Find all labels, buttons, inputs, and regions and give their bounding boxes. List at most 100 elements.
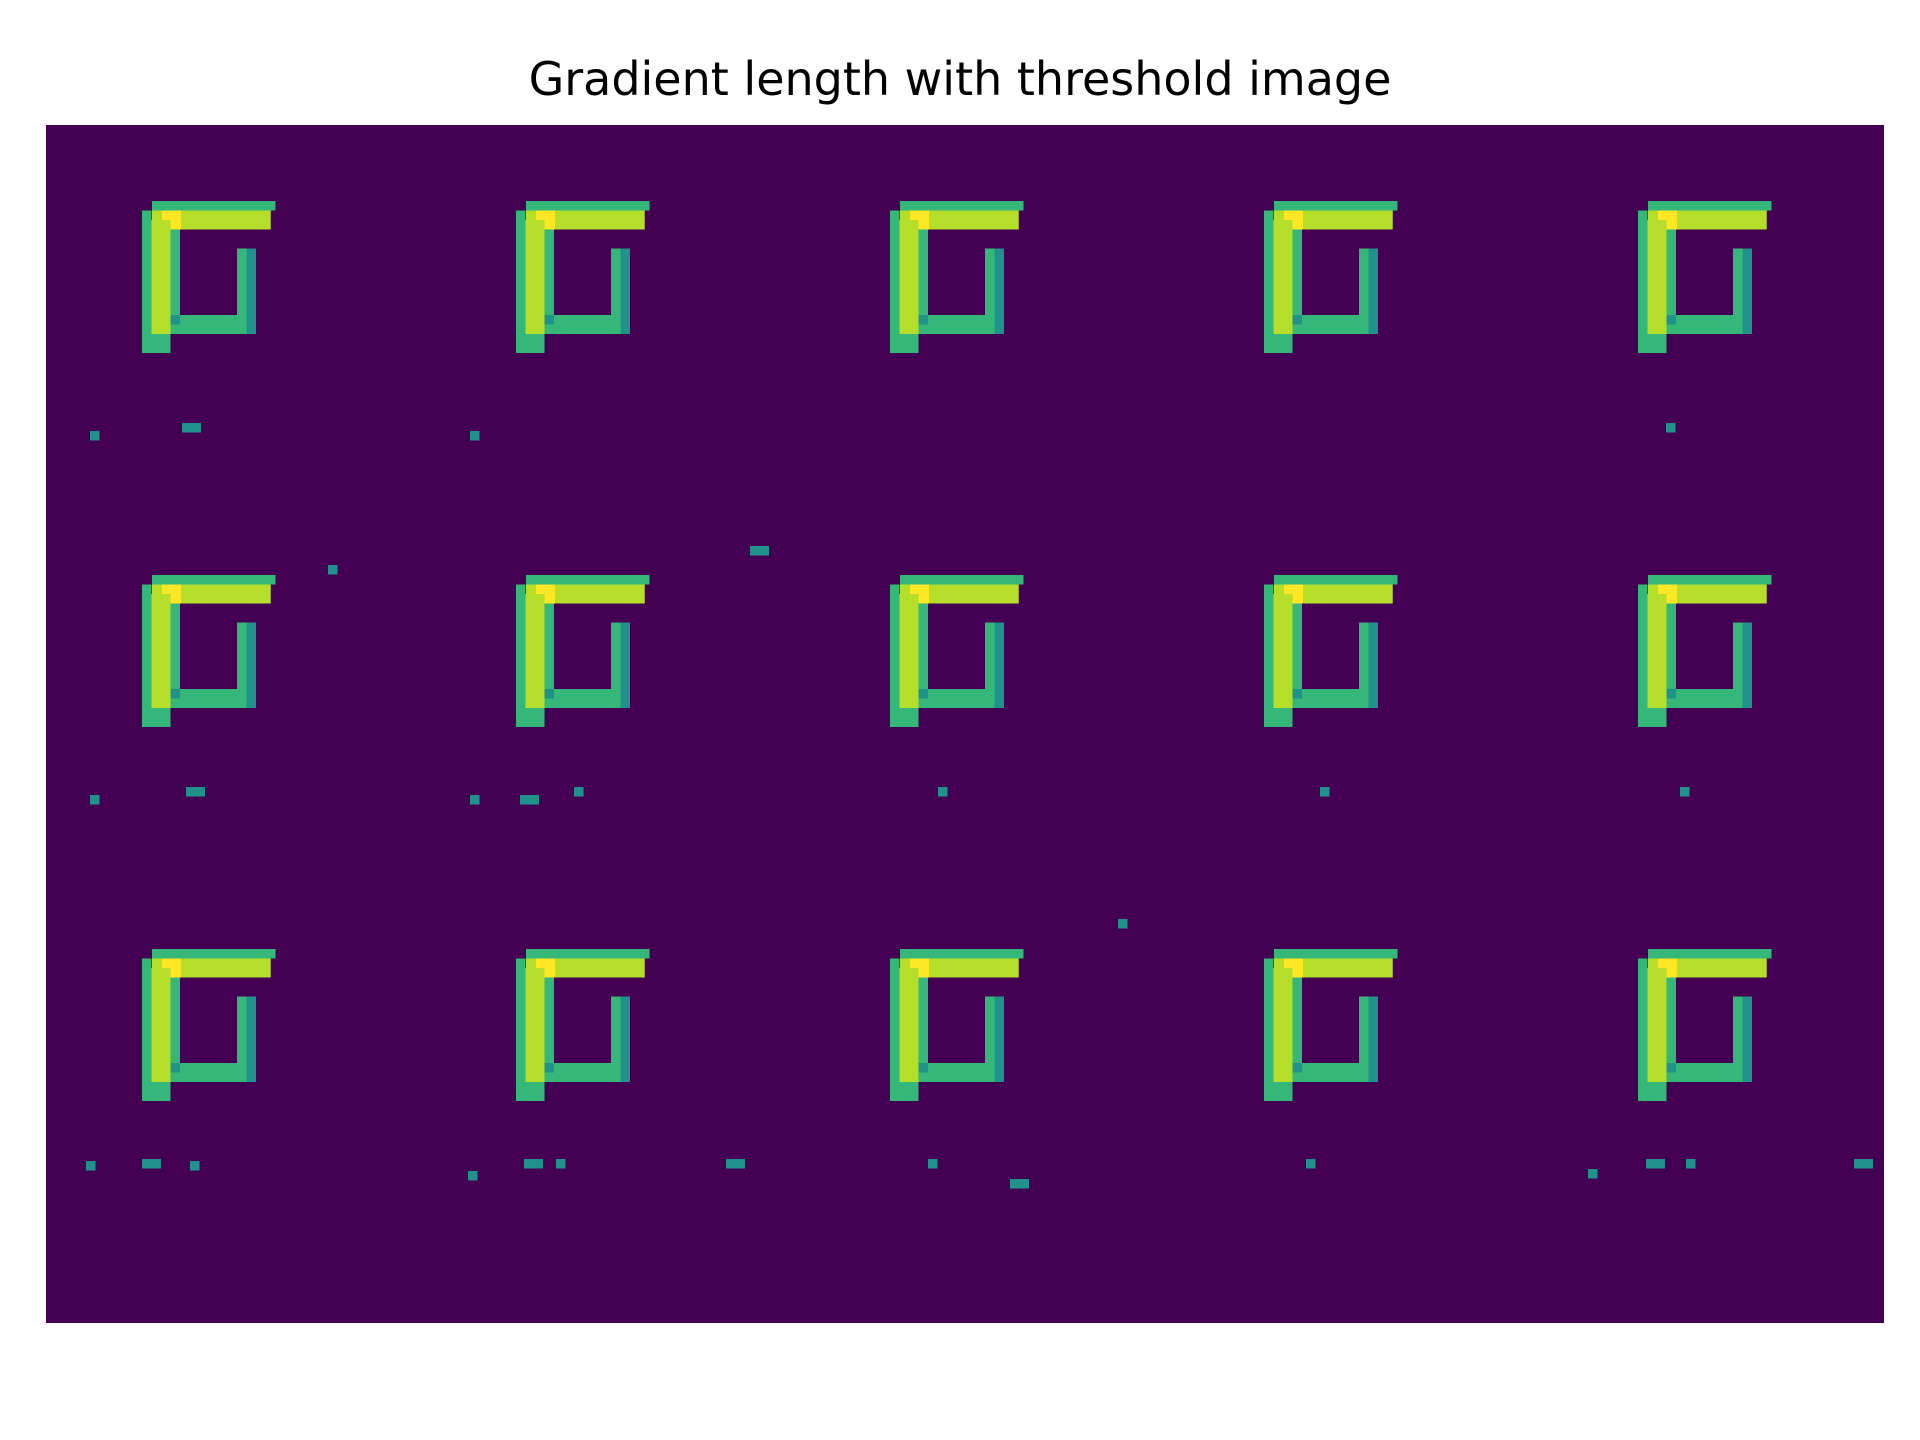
cell-r2-c3-inner-bottom-tip (918, 689, 928, 699)
cell-r2-c3-inner-bottom (928, 689, 995, 708)
cell-r2-c3-top-outer (900, 575, 1024, 585)
cell-r3-c4-top-outer (1274, 949, 1398, 959)
cell-r1-c2-inner-right-edge (620, 248, 630, 334)
cell-r1-c2-speck-2 (750, 546, 769, 556)
cell-r1-c5-inner-right-edge (1742, 248, 1752, 334)
cell-r3-c1-inner-bottom (180, 1063, 247, 1082)
cell-r1-c4-top-bar (1274, 210, 1393, 230)
cell-r1-c4-left-outer (1264, 210, 1274, 344)
cell-r3-c5-inner-bottom-tip (1666, 1063, 1676, 1073)
cell-r1-c1-left-foot (142, 334, 171, 353)
cell-r2-c2-speck-3 (574, 787, 584, 797)
cell-r2-c3-left-foot (890, 708, 919, 727)
cell-r2-c4-left-outer (1264, 584, 1274, 718)
heatmap-image (46, 125, 1884, 1323)
cell-r2-c2-top-bar (526, 584, 645, 604)
cell-r1-c1-speck-2 (182, 423, 201, 433)
cell-r2-c5-top-bar (1648, 584, 1767, 604)
cell-r2-c2-left-inner (544, 603, 554, 708)
cell-r2-c1-speck-1 (90, 795, 100, 805)
cell-r3-c4-top-bar (1274, 958, 1393, 978)
cell-r3-c3-top-bar (900, 958, 1019, 978)
cell-r3-c5-inner-bottom (1676, 1063, 1743, 1082)
cell-r1-c1-top-bar (152, 210, 271, 230)
cell-r1-c5-left-bar (1647, 220, 1667, 334)
cell-r1-c1-left-outer (142, 210, 152, 344)
cell-r1-c1-top-outer (152, 201, 276, 211)
cell-r2-c3-speck-1 (938, 787, 948, 797)
cell-r3-c2-left-bar (525, 968, 545, 1082)
cell-r1-c2-left-bar (525, 220, 545, 334)
cell-r3-c5-inner-right-edge (1742, 996, 1752, 1082)
cell-r2-c4-speck-1 (1320, 787, 1330, 797)
cell-r1-c2-left-inner (544, 229, 554, 334)
cell-r1-c4-left-bar (1273, 220, 1293, 334)
cell-r3-c3-speck-1 (928, 1159, 938, 1169)
cell-r2-c1-speck-2 (186, 787, 205, 797)
cell-r3-c1-top-outer (152, 949, 276, 959)
cell-r1-c1-inner-right-edge (246, 248, 256, 334)
cell-r3-c5-left-outer (1638, 958, 1648, 1092)
cell-r1-c2-speck-1 (470, 431, 480, 441)
cell-r2-c4-left-bar (1273, 594, 1293, 708)
cell-r3-c2-left-outer (516, 958, 526, 1092)
cell-r1-c2-top-bar (526, 210, 645, 230)
cell-r3-c5-left-foot (1638, 1082, 1667, 1101)
cell-r1-c3-inner-right-edge (994, 248, 1004, 334)
cell-r1-c1-left-inner (170, 229, 180, 334)
cell-r3-c2-left-foot (516, 1082, 545, 1101)
cell-r2-c3-inner-right-edge (994, 622, 1004, 708)
cell-r2-c5-inner-bottom (1676, 689, 1743, 708)
cell-r3-c1-speck-3 (190, 1161, 200, 1171)
cell-r3-c2-top-outer (526, 949, 650, 959)
cell-r3-c4-inner-bottom-tip (1292, 1063, 1302, 1073)
cell-r3-c4-inner-bottom (1302, 1063, 1369, 1082)
cell-r1-c4-inner-bottom (1302, 315, 1369, 334)
cell-r2-c4-left-inner (1292, 603, 1302, 708)
cell-r3-c2-speck-3 (556, 1159, 566, 1169)
cell-r3-c1-top-bar (152, 958, 271, 978)
cell-r2-c2-top-outer (526, 575, 650, 585)
cell-r3-c2-speck-2 (524, 1159, 543, 1169)
cell-r3-c4-inner-right-edge (1368, 996, 1378, 1082)
cell-r2-c1-inner-bottom (180, 689, 247, 708)
cell-r2-c1-speck-3 (328, 565, 338, 575)
cell-r2-c1-left-foot (142, 708, 171, 727)
cell-r2-c2-left-foot (516, 708, 545, 727)
cell-r1-c5-inner-bottom-tip (1666, 315, 1676, 325)
cell-r2-c5-left-bar (1647, 594, 1667, 708)
cell-r1-c3-left-bar (899, 220, 919, 334)
cell-r3-c5-speck-4 (1854, 1159, 1873, 1169)
heatmap-cells (86, 201, 1873, 1189)
cell-r2-c3-top-bar (900, 584, 1019, 604)
cell-r1-c3-inner-bottom-tip (918, 315, 928, 325)
cell-r3-c5-top-bar (1648, 958, 1767, 978)
cell-r2-c4-inner-right-edge (1368, 622, 1378, 708)
cell-r2-c1-left-bar (151, 594, 171, 708)
cell-r2-c4-top-outer (1274, 575, 1398, 585)
cell-r1-c1-inner-bottom (180, 315, 247, 334)
cell-r1-c1-speck-1 (90, 431, 100, 441)
cell-r2-c2-inner-right-edge (620, 622, 630, 708)
cell-r2-c1-top-bar (152, 584, 271, 604)
cell-r3-c5-speck-3 (1686, 1159, 1696, 1169)
cell-r1-c3-left-outer (890, 210, 900, 344)
cell-r1-c1-inner-bottom-tip (170, 315, 180, 325)
cell-r3-c1-inner-bottom-tip (170, 1063, 180, 1073)
cell-r1-c4-left-inner (1292, 229, 1302, 334)
cell-r2-c3-left-inner (918, 603, 928, 708)
cell-r2-c1-left-outer (142, 584, 152, 718)
cell-r3-c5-left-bar (1647, 968, 1667, 1082)
cell-r2-c4-left-foot (1264, 708, 1293, 727)
cell-r1-c3-left-inner (918, 229, 928, 334)
cell-r2-c5-speck-1 (1680, 787, 1690, 797)
cell-r3-c5-left-inner (1666, 977, 1676, 1082)
cell-r1-c4-left-foot (1264, 334, 1293, 353)
cell-r3-c4-speck-1 (1306, 1159, 1316, 1169)
cell-r3-c5-speck-2 (1646, 1159, 1665, 1169)
cell-r2-c5-top-outer (1648, 575, 1772, 585)
cell-r2-c5-left-outer (1638, 584, 1648, 718)
cell-r2-c1-inner-right-edge (246, 622, 256, 708)
cell-r3-c3-inner-bottom (928, 1063, 995, 1082)
cell-r2-c4-inner-bottom-tip (1292, 689, 1302, 699)
